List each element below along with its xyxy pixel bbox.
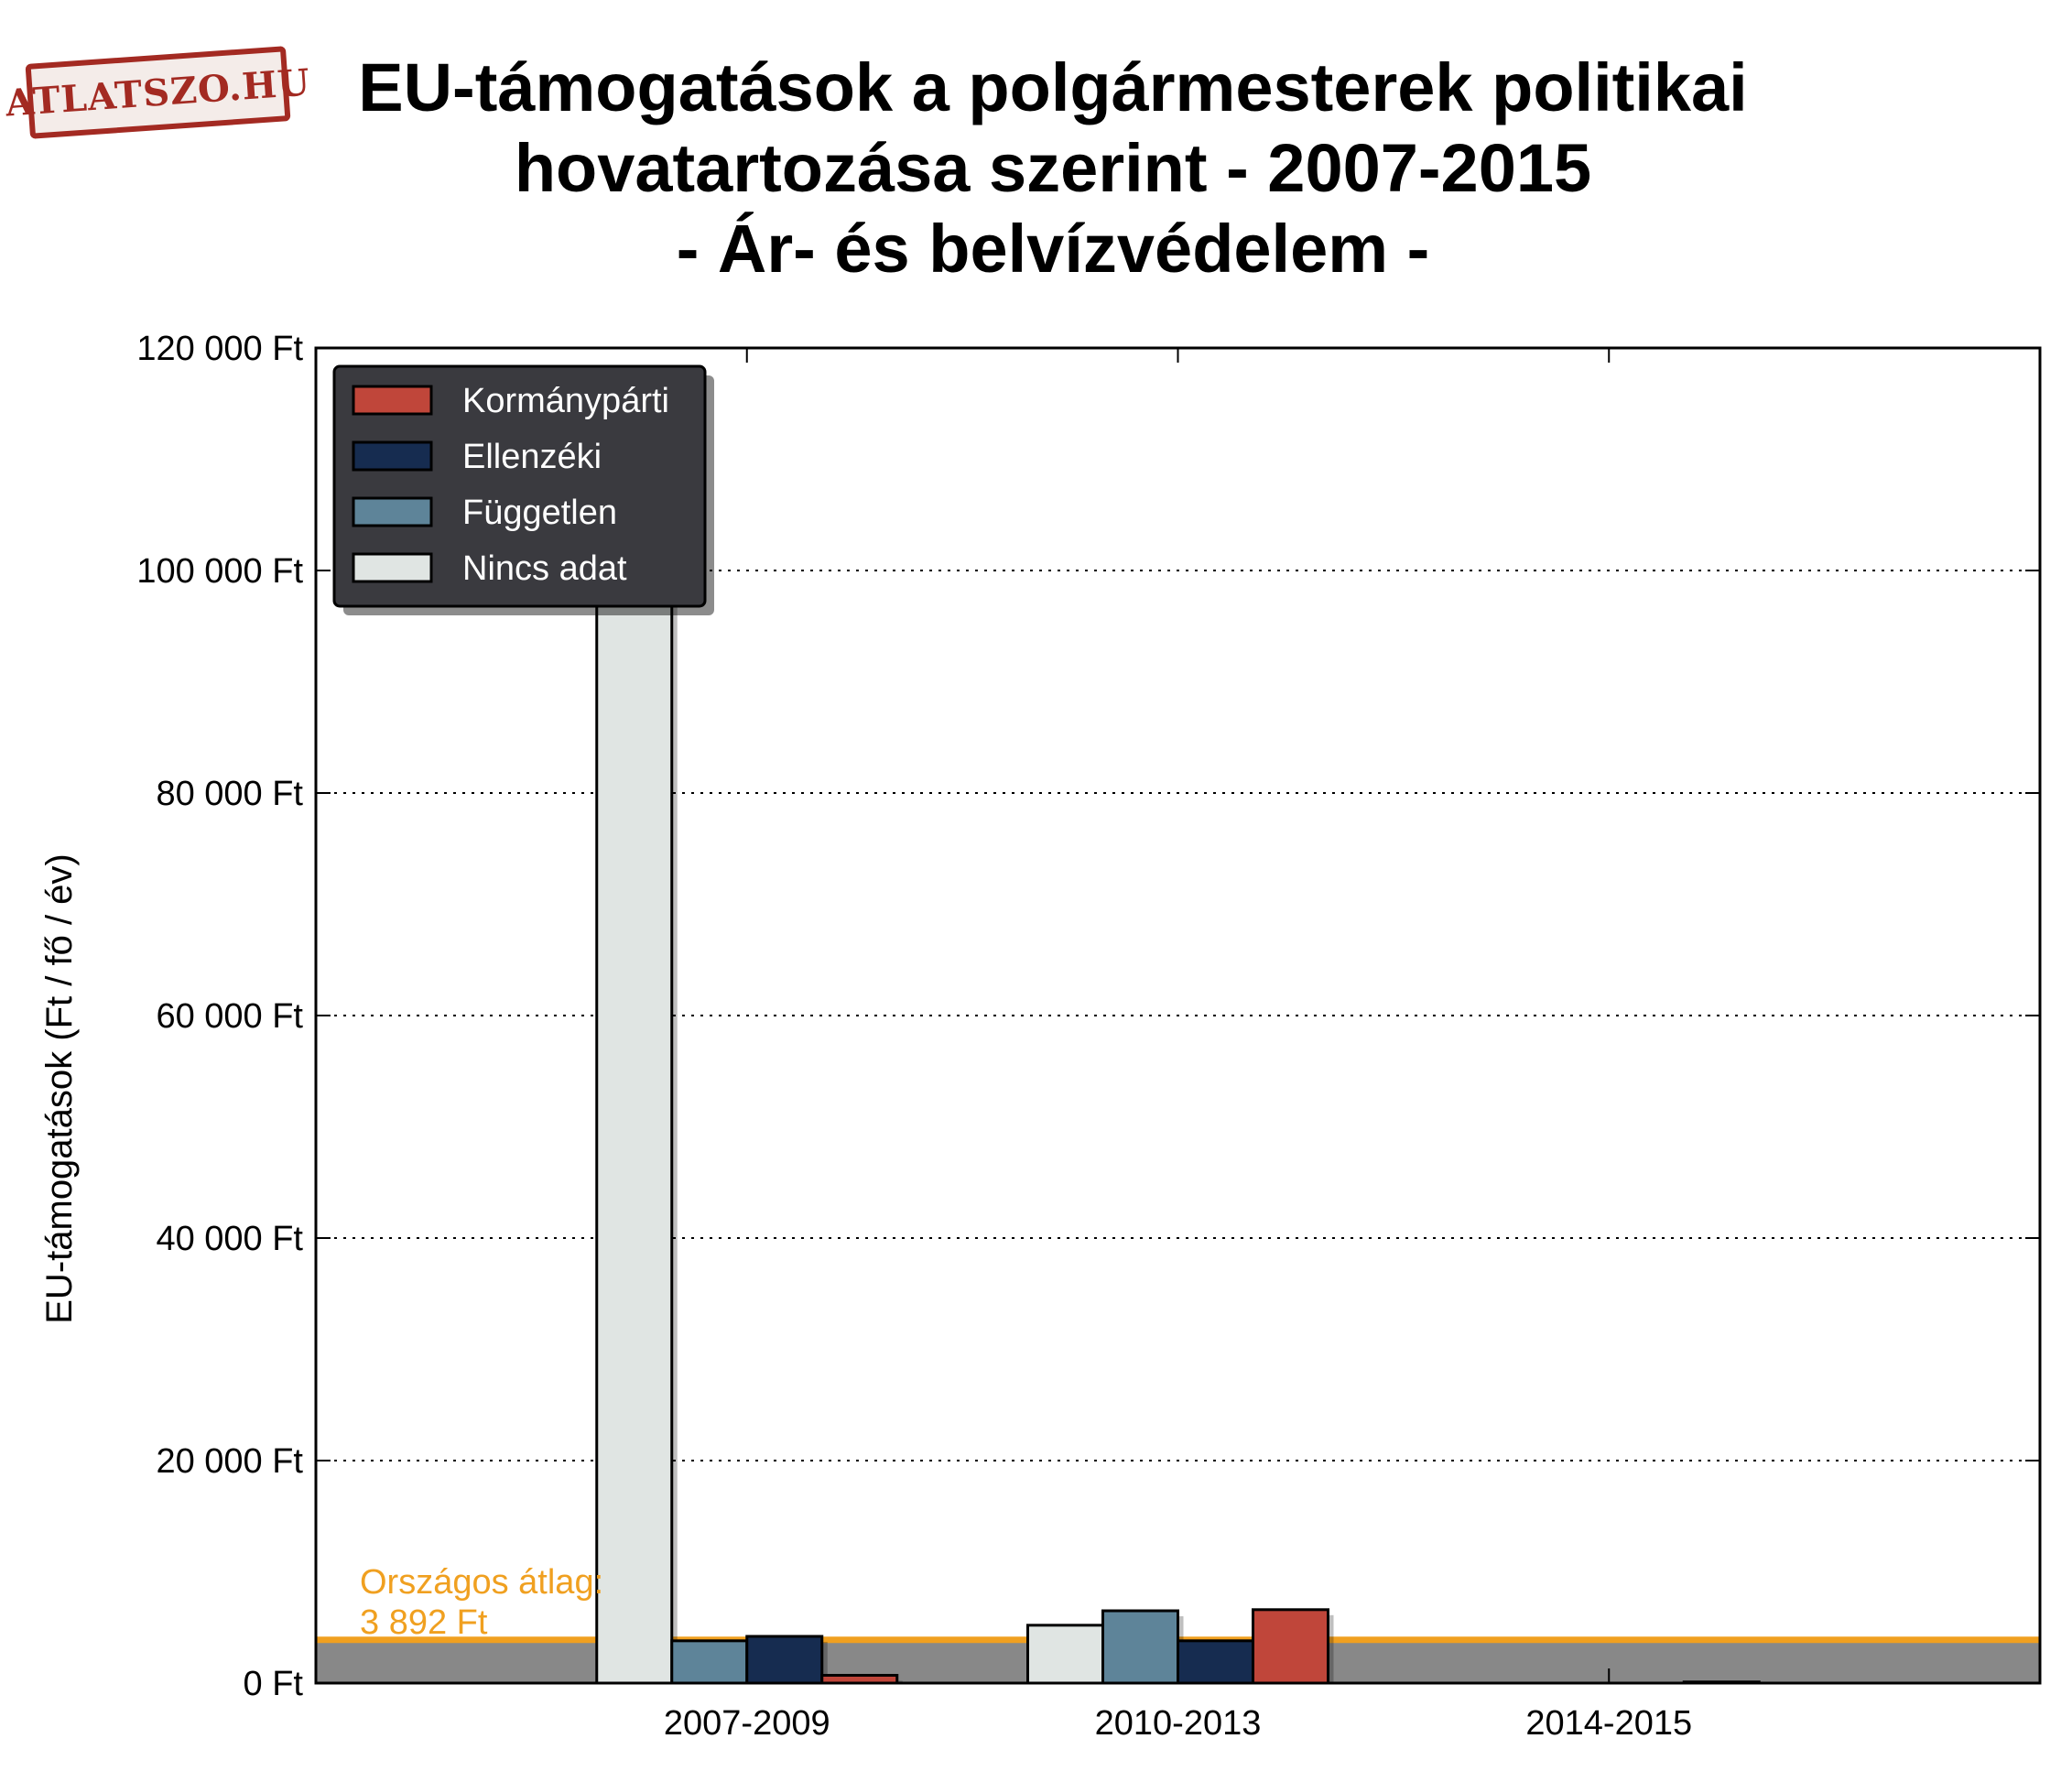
- y-tick-label: 20 000 Ft: [156, 1442, 303, 1481]
- legend-swatch: [352, 440, 433, 472]
- bars: [595, 569, 1761, 1685]
- bar-kormánypárti-2010-2013: [1252, 1608, 1329, 1685]
- grid-lines: [316, 570, 2040, 1461]
- average-label: Országos átlag: 3 892 Ft: [360, 1563, 603, 1642]
- bar-nincs-adat-2007-2009: [595, 569, 674, 1685]
- legend-swatch: [352, 552, 433, 583]
- average-label-line-1: Országos átlag:: [360, 1563, 603, 1602]
- legend-swatch: [352, 496, 433, 527]
- y-tick-label: 40 000 Ft: [156, 1220, 303, 1258]
- legend-label: Nincs adat: [462, 549, 627, 588]
- title-line-2: hovatartozása szerint - 2007-2015: [514, 130, 1592, 206]
- legend-label: Ellenzéki: [462, 438, 602, 476]
- chart-title: EU-támogatások a polgármesterek politika…: [275, 48, 1831, 289]
- bar-ellenzéki-2007-2009: [745, 1635, 824, 1685]
- average-label-line-2: 3 892 Ft: [360, 1603, 488, 1642]
- y-tick-label: 80 000 Ft: [156, 775, 303, 813]
- bar-ellenzéki-2010-2013: [1177, 1639, 1254, 1685]
- x-tick-label: 2007-2009: [664, 1704, 830, 1743]
- bar-nincs-adat-2010-2013: [1026, 1624, 1104, 1685]
- y-tick-label: 120 000 Ft: [136, 330, 303, 368]
- title-line-3: - Ár- és belvízvédelem -: [676, 211, 1430, 287]
- legend-label: Független: [462, 494, 617, 532]
- y-tick-label: 100 000 Ft: [136, 552, 303, 591]
- x-tick-label: 2010-2013: [1095, 1704, 1262, 1743]
- y-axis-label: EU-támogatások (Ft / fő / év): [39, 853, 80, 1324]
- x-tick-label: 2014-2015: [1525, 1704, 1692, 1743]
- legend-box: [332, 364, 707, 608]
- y-tick-label: 60 000 Ft: [156, 997, 303, 1036]
- bar-független-2010-2013: [1101, 1609, 1179, 1685]
- y-tick-labels: 0 Ft 20 000 Ft 40 000 Ft 60 000 Ft 80 000 Ft…: [136, 330, 303, 1703]
- legend-label: Kormánypárti: [462, 382, 669, 420]
- axis-ticks: [316, 347, 2040, 1684]
- title-line-1: EU-támogatások a polgármesterek politika…: [358, 49, 1748, 125]
- legend-swatch: [352, 385, 433, 416]
- legend: Kormánypárti Ellenzéki Független Nincs adat: [332, 364, 714, 615]
- bar-független-2007-2009: [670, 1639, 749, 1685]
- x-tick-labels: 2007-2009 2010-2013 2014-2015: [664, 1704, 1692, 1743]
- y-tick-label: 0 Ft: [244, 1665, 304, 1703]
